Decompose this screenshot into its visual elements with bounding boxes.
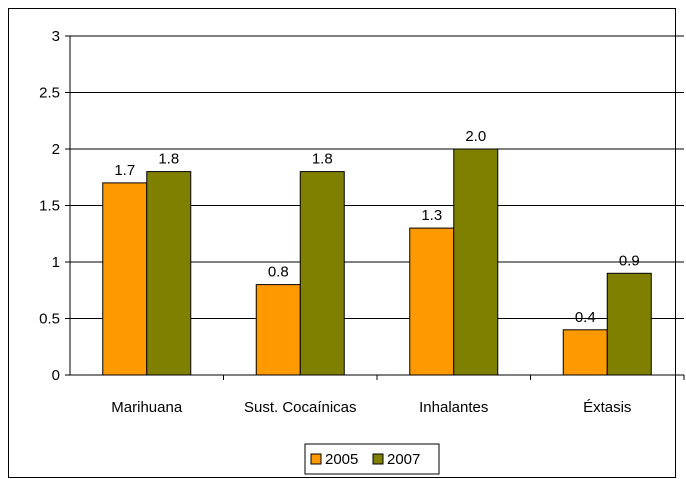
category-label: Sust. Cocaínicas (244, 399, 357, 416)
legend (304, 443, 440, 475)
bar-2007-0 (146, 171, 192, 376)
bar-2005-1 (255, 284, 301, 376)
legend-swatch-2005 (310, 453, 322, 465)
bar-2007-2 (453, 148, 499, 376)
data-label: 1.7 (114, 162, 135, 179)
bar-2007-3 (606, 272, 652, 376)
bar-2005-0 (102, 182, 148, 376)
legend-swatch-2007 (372, 453, 384, 465)
bar-2005-3 (562, 329, 608, 376)
bar-2005-2 (409, 227, 455, 376)
data-label: 0.9 (619, 252, 640, 269)
y-tick-label: 3 (52, 28, 60, 45)
category-label: Éxtasis (583, 399, 631, 416)
category-label: Marihuana (111, 399, 183, 416)
legend-label-2007: 2007 (387, 451, 420, 468)
y-tick-label: 2.5 (39, 85, 60, 102)
category-label: Inhalantes (419, 399, 488, 416)
data-label: 0.4 (575, 309, 596, 326)
data-label: 1.3 (421, 207, 442, 224)
bar-2007-1 (299, 171, 345, 376)
data-label: 1.8 (158, 151, 179, 168)
y-tick-label: 0.5 (39, 311, 60, 328)
legend-label-2005: 2005 (325, 451, 358, 468)
y-tick-label: 1 (52, 254, 60, 271)
y-tick-label: 2 (52, 141, 60, 158)
data-label: 0.8 (268, 264, 289, 281)
data-label: 1.8 (312, 151, 333, 168)
y-tick-label: 1.5 (39, 198, 60, 215)
data-label: 2.0 (465, 128, 486, 145)
y-tick-label: 0 (52, 367, 60, 384)
